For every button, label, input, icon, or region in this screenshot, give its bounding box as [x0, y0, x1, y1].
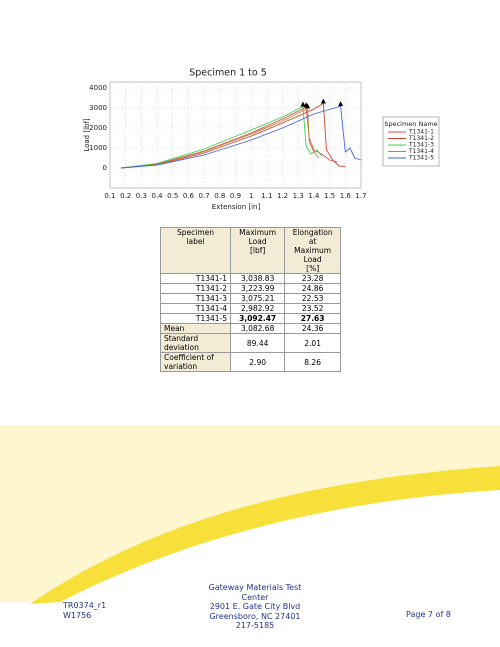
table-row: T1341-1 3,038.83 23.28	[159, 273, 341, 284]
table-cell: 23.52	[284, 303, 341, 314]
x-tick-label: 0.6	[183, 192, 195, 200]
footer-center: Gateway Materials Test Center 2901 E. Gat…	[195, 583, 315, 631]
x-axis-label: Extension [in]	[212, 203, 261, 211]
x-tick-label: 1.3	[293, 192, 304, 200]
y-tick-label: 1000	[89, 144, 107, 152]
table-cell: 3,038.83	[230, 273, 286, 284]
series-line	[120, 107, 319, 169]
footer-line: 2901 E. Gate City Blvd	[209, 602, 301, 611]
series-line	[120, 105, 362, 169]
header-cell: Maximum Load [lbf]	[230, 227, 286, 274]
peak-marker	[320, 98, 326, 104]
x-tick-label: 1.4	[308, 192, 320, 200]
x-tick-label: 0.2	[120, 192, 131, 200]
header-line: label	[186, 237, 205, 246]
table-cell: 27.63	[284, 313, 341, 324]
legend-label: T1341-5	[408, 155, 434, 162]
footer-right: Page 7 of 8	[406, 610, 451, 619]
peak-marker	[300, 101, 306, 107]
x-tick-label: 0.1	[104, 192, 115, 200]
legend-label: T1341-4	[408, 148, 434, 155]
results-table: Specimen label Maximum Load [lbf] Elongation…	[159, 227, 341, 372]
series-line	[120, 105, 323, 169]
table-cell: 2.01	[284, 333, 341, 353]
legend-title: Specimen Name	[384, 120, 437, 128]
x-tick-label: 0.4	[151, 192, 163, 200]
footer-line: 217-5185	[235, 621, 275, 630]
table-cell: 24.36	[284, 323, 341, 334]
x-tick-label: 0.8	[214, 192, 225, 200]
series-line	[120, 102, 346, 169]
table-cell: T1341-2	[159, 283, 232, 294]
table-row: Standard deviation 89.44 2.01	[159, 333, 341, 353]
x-tick-label: 0.5	[167, 192, 178, 200]
x-tick-label: 0.7	[199, 192, 210, 200]
y-tick-label: 3000	[89, 104, 107, 112]
y-axis-label: Load [lbf]	[83, 118, 91, 152]
table-cell: 2,982.92	[230, 303, 286, 314]
x-tick-label: 1.5	[324, 192, 335, 200]
y-tick-label: 2000	[89, 124, 107, 132]
x-tick-label: 1.1	[261, 192, 272, 200]
table-cell: Coefficient of variation	[159, 352, 232, 372]
chart: Specimen 1 to 5 Extension [in] Load [lbf…	[83, 68, 440, 211]
header-row: Specimen label Maximum Load [lbf] Elongation…	[159, 227, 341, 274]
header-line: [%]	[306, 264, 320, 273]
footer-line: W1756	[63, 610, 92, 620]
header-line: Specimen	[176, 228, 215, 237]
table-cell: 3,082.68	[230, 323, 286, 334]
legend-label: T1341-1	[408, 129, 434, 136]
table-cell: 3,075.21	[230, 293, 286, 304]
table-cell: Mean	[159, 323, 232, 334]
header-line: Maximum Load	[239, 228, 277, 246]
table-row: T1341-4 2,982.92 23.52	[159, 303, 341, 314]
x-tick-label: 1.2	[277, 192, 288, 200]
x-tick-label: 1.6	[340, 192, 352, 200]
table-cell: 24.86	[284, 283, 341, 294]
chart-title: Specimen 1 to 5	[189, 68, 267, 79]
footer-line: Gateway Materials Test Center	[208, 583, 302, 602]
table-cell: 22.53	[284, 293, 341, 304]
x-tick-label: 0.3	[136, 192, 147, 200]
white-area	[0, 490, 500, 647]
table-cell: T1341-4	[159, 303, 232, 314]
y-tick-label: 4000	[89, 84, 107, 92]
table-row: T1341-5 3,092.47 27.63	[159, 313, 341, 324]
x-tick-label: 1.7	[355, 192, 366, 200]
peak-marker	[338, 101, 344, 107]
table-row: Coefficient of variation 2.90 8.26	[159, 352, 341, 372]
footer-line: TR0374_r1	[63, 601, 107, 610]
table-cell: 23.28	[284, 273, 341, 284]
x-tick-label: 0.9	[230, 192, 241, 200]
table-cell: 3,092.47	[230, 313, 286, 324]
legend-label: T1341-3	[408, 142, 434, 149]
legend-label: T1341-2	[408, 135, 434, 142]
peak-marker	[305, 103, 311, 109]
footer-line: Greensboro, NC 27401	[209, 611, 301, 621]
table-cell: 3,223.99	[230, 283, 286, 294]
y-tick-label: 0	[103, 164, 107, 172]
table-cell: T1341-5	[159, 313, 232, 324]
table-cell: 89.44	[230, 333, 286, 353]
table-cell: Standard deviation	[159, 333, 232, 353]
table-cell: T1341-3	[159, 293, 232, 304]
header-line: [lbf]	[249, 246, 266, 255]
x-tick-label: 1	[249, 192, 253, 200]
footer-left: TR0374_r1 W1756	[63, 601, 106, 620]
yellow-swoosh	[30, 466, 500, 604]
table-cell: T1341-1	[159, 273, 232, 284]
table-cell: 2.90	[230, 352, 286, 372]
header-cell: Specimen label	[159, 227, 232, 274]
table-cell: 8.26	[284, 352, 341, 372]
header-line: Maximum Load	[294, 246, 332, 264]
table-row: Mean 3,082.68 24.36	[159, 323, 341, 334]
header-cell: Elongation at Maximum Load [%]	[284, 227, 341, 274]
table-row: T1341-3 3,075.21 22.53	[159, 293, 341, 304]
table-row: T1341-2 3,223.99 24.86	[159, 283, 341, 294]
header-line: Elongation at	[292, 228, 333, 246]
